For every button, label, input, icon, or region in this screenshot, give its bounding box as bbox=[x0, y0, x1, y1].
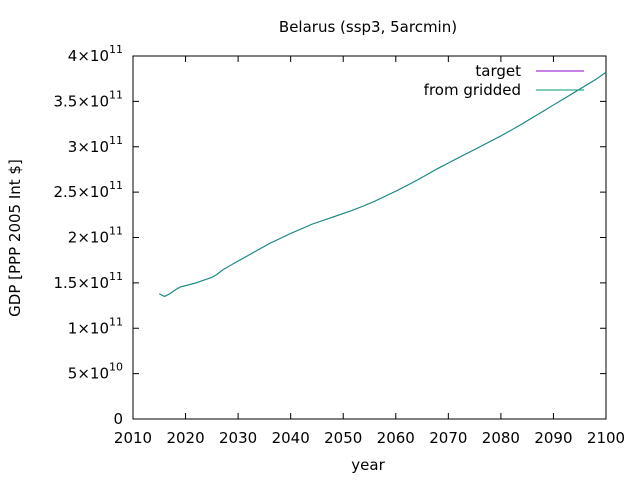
x-tick-label: 2010 bbox=[114, 429, 152, 447]
y-tick-label: 2×1011 bbox=[68, 225, 123, 247]
series-line-from-gridded bbox=[159, 71, 607, 298]
x-tick-label: 2070 bbox=[429, 429, 467, 447]
y-axis-label: GDP [PPP 2005 Int $] bbox=[6, 159, 24, 317]
series-layer bbox=[159, 71, 607, 298]
y-tick-label: 1×1011 bbox=[68, 315, 123, 337]
y-tick-label: 4×1011 bbox=[68, 43, 123, 65]
y-axis: 0 5×1010 1×1011 1.5×1011 2×1011 2.5×1011 3×101… bbox=[53, 43, 606, 428]
x-axis: 2010 2020 2030 2040 2050 2060 2070 2080 2090 2100 bbox=[114, 56, 625, 447]
y-tick-label: 3.5×1011 bbox=[53, 88, 123, 110]
x-tick-label: 2040 bbox=[272, 429, 310, 447]
plot-frame bbox=[132, 55, 607, 420]
x-tick-label: 2050 bbox=[324, 429, 362, 447]
y-tick-label: 3×1011 bbox=[68, 134, 123, 156]
y-tick-label: 1.5×1011 bbox=[53, 270, 123, 292]
legend-label: target bbox=[475, 62, 521, 80]
legend-label: from gridded bbox=[424, 81, 521, 99]
x-tick-label: 2060 bbox=[377, 429, 415, 447]
y-tick-label: 5×1010 bbox=[68, 361, 123, 383]
x-tick-label: 2020 bbox=[166, 429, 204, 447]
y-tick-label: 0 bbox=[113, 410, 123, 428]
chart-title: Belarus (ssp3, 5arcmin) bbox=[279, 18, 457, 36]
y-tick-label: 2.5×1011 bbox=[53, 179, 123, 201]
x-tick-label: 2030 bbox=[219, 429, 257, 447]
x-tick-label: 2100 bbox=[587, 429, 625, 447]
x-tick-label: 2090 bbox=[534, 429, 572, 447]
x-tick-label: 2080 bbox=[482, 429, 520, 447]
x-axis-label: year bbox=[351, 456, 385, 474]
series-line-target bbox=[159, 71, 607, 298]
